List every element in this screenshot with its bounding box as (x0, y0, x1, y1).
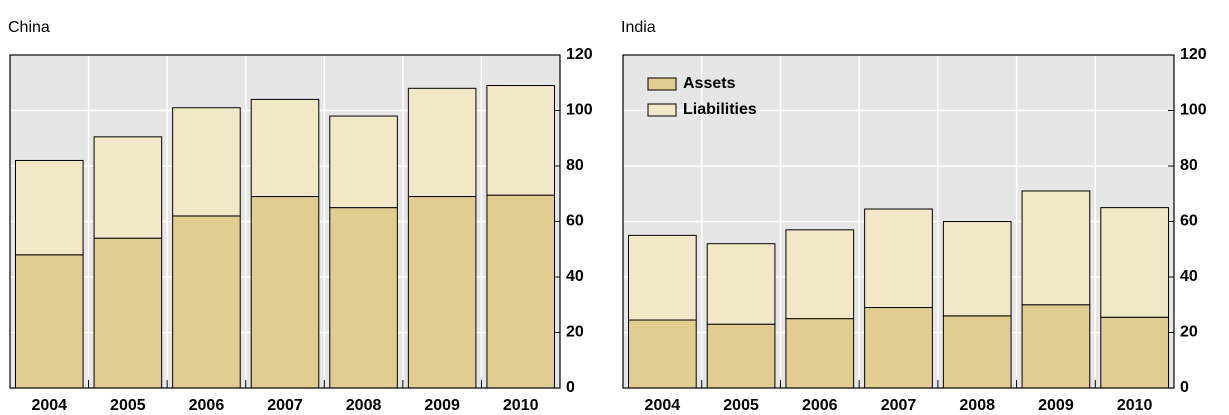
x-tick-label: 2005 (723, 397, 759, 414)
x-tick-label: 2008 (346, 397, 382, 414)
bar-segment (1100, 207, 1169, 318)
bar-segment (942, 315, 1012, 389)
bar-segment (329, 115, 398, 209)
legend-swatch (647, 77, 677, 91)
bar-segment (785, 229, 855, 320)
panel-title: India (621, 19, 656, 36)
bar-segment (1100, 316, 1169, 389)
y-tick-label: 40 (566, 268, 584, 285)
x-tick-label: 2007 (881, 397, 917, 414)
x-tick-label: 2005 (110, 397, 146, 414)
bar-segment (1021, 304, 1091, 389)
x-tick-label: 2004 (645, 397, 681, 414)
bar-segment (706, 243, 776, 325)
bar-segment (706, 323, 776, 389)
legend-label: Liabilities (683, 101, 757, 118)
y-tick-label: 100 (1180, 102, 1207, 119)
y-tick-label: 100 (566, 102, 593, 119)
legend-swatch (647, 103, 677, 117)
bar-segment (172, 215, 241, 389)
bar-segment (407, 87, 477, 198)
bar-segment (628, 234, 697, 321)
plot-frame (622, 54, 1175, 389)
bar-segment (329, 207, 398, 389)
y-tick-label: 0 (1180, 379, 1189, 396)
y-tick-label: 60 (566, 213, 584, 230)
bar-segment (942, 221, 1012, 317)
bar-segment (486, 85, 555, 196)
bar-segment (628, 319, 697, 389)
bar-segment (250, 98, 320, 198)
y-tick-label: 80 (566, 157, 584, 174)
bar-segment (93, 237, 163, 389)
x-tick-label: 2010 (1117, 397, 1153, 414)
x-tick-label: 2009 (424, 397, 460, 414)
x-tick-label: 2010 (503, 397, 539, 414)
bar-segment (250, 196, 320, 389)
x-tick-label: 2008 (959, 397, 995, 414)
plot-frame (9, 54, 561, 389)
bar-segment (93, 136, 163, 239)
panel-title: China (8, 19, 50, 36)
y-tick-label: 0 (566, 379, 575, 396)
x-tick-label: 2004 (31, 397, 67, 414)
x-tick-label: 2009 (1038, 397, 1074, 414)
legend-label: Assets (683, 75, 736, 92)
y-tick-label: 80 (1180, 157, 1198, 174)
y-tick-label: 60 (1180, 213, 1198, 230)
x-tick-label: 2007 (267, 397, 303, 414)
bar-segment (407, 196, 477, 389)
bar-segment (172, 107, 241, 217)
y-tick-label: 120 (566, 46, 593, 63)
bar-segment (1021, 190, 1091, 306)
x-tick-label: 2006 (802, 397, 838, 414)
bar-segment (864, 307, 933, 389)
x-tick-label: 2006 (189, 397, 225, 414)
bar-segment (785, 318, 855, 389)
y-tick-label: 40 (1180, 268, 1198, 285)
y-tick-label: 20 (1180, 324, 1198, 341)
bar-segment (15, 254, 84, 389)
y-tick-label: 120 (1180, 46, 1207, 63)
y-tick-label: 20 (566, 324, 584, 341)
bar-segment (864, 208, 933, 309)
bar-segment (486, 194, 555, 389)
bar-segment (15, 159, 84, 256)
